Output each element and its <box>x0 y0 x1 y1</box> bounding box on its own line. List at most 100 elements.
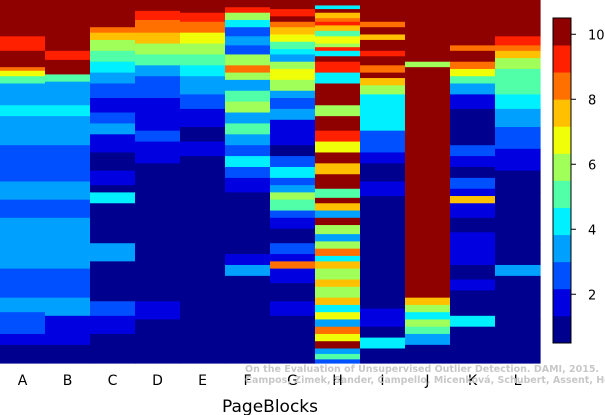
heatmap-cell <box>495 243 541 266</box>
colorbar-tick-labels: 2 4 6 8 10 <box>571 28 605 303</box>
heatmap-cell <box>0 56 46 68</box>
heatmap-cell <box>270 337 316 364</box>
heatmap-cell <box>90 315 136 335</box>
heatmap-cell <box>315 61 361 74</box>
heatmap-cell <box>450 341 496 364</box>
heatmap-cell <box>0 159 46 168</box>
heatmap-cell <box>45 59 91 66</box>
heatmap-cell <box>315 304 361 313</box>
heatmap-cell <box>495 68 541 81</box>
heatmap-cell <box>450 68 496 77</box>
heatmap-cell <box>405 355 451 364</box>
heatmap-cell <box>315 341 361 350</box>
x-tick-label: J <box>424 373 429 389</box>
colorbar-tick-label: 6 <box>588 158 596 173</box>
heatmap-cell <box>270 228 316 244</box>
heatmap-cell <box>405 0 451 63</box>
heatmap-cell <box>0 36 46 52</box>
heatmap-cell <box>315 130 361 143</box>
heatmap-cell <box>450 326 496 342</box>
heatmap-cell <box>270 254 316 262</box>
heatmap-cell <box>270 130 316 146</box>
heatmap-cell <box>0 239 46 270</box>
heatmap-column-i <box>360 0 406 364</box>
heatmap-cell <box>225 145 271 157</box>
heatmap-cell <box>270 79 316 92</box>
heatmap-cell <box>450 108 496 128</box>
heatmap-cell <box>0 105 46 117</box>
heatmap-cell <box>360 326 406 339</box>
heatmap-cell <box>0 145 46 161</box>
heatmap-cell <box>270 108 316 121</box>
heatmap-column-l <box>495 0 541 364</box>
heatmap-cell <box>225 79 271 92</box>
heatmap-cell <box>45 333 91 346</box>
heatmap-cell <box>360 152 406 164</box>
heatmap-cell <box>135 98 181 110</box>
heatmap-cell <box>180 0 226 14</box>
heatmap-cell <box>405 304 451 313</box>
heatmap-cell <box>135 54 181 66</box>
heatmap-cell <box>225 19 271 28</box>
x-tick-label: E <box>198 373 207 389</box>
heatmap-cell <box>450 217 496 233</box>
heatmap-cell <box>180 250 226 284</box>
heatmap-cell <box>90 112 136 125</box>
citation-watermark-line2: Campos, Zimek, Sander, Campello, Micenko… <box>245 375 605 386</box>
heatmap-cell <box>360 308 406 328</box>
heatmap-cell <box>405 254 451 299</box>
heatmap-cell <box>90 152 136 172</box>
heatmap-cell <box>180 127 226 143</box>
heatmap-cell <box>360 50 406 57</box>
heatmap-cell <box>225 214 271 237</box>
heatmap-cell <box>450 50 496 57</box>
heatmap-cell <box>135 141 181 164</box>
heatmap-cell <box>495 45 541 52</box>
heatmap-cell <box>135 301 181 321</box>
heatmap-cell <box>90 348 136 364</box>
heatmap-cell <box>360 65 406 74</box>
heatmap-cell <box>270 268 316 284</box>
heatmap-cell <box>315 286 361 299</box>
heatmap-cell <box>270 301 316 317</box>
colorbar-tick-label: 8 <box>588 93 596 108</box>
heatmap-cell <box>450 188 496 197</box>
colorbar-swatch <box>553 99 571 127</box>
heatmap-cell <box>315 279 361 288</box>
heatmap-cell <box>225 304 271 328</box>
heatmap-cell <box>405 297 451 306</box>
heatmap-cell <box>45 65 91 76</box>
heatmap-cell <box>450 156 496 168</box>
heatmap-cell <box>0 70 46 77</box>
heatmap-cell <box>360 337 406 350</box>
heatmap-cell <box>360 105 406 121</box>
heatmap-cell <box>360 141 406 154</box>
heatmap-cell <box>0 312 46 335</box>
heatmap-cell <box>90 286 136 302</box>
heatmap-cell <box>270 68 316 81</box>
heatmap-cell <box>45 355 91 364</box>
heatmap-cell <box>270 210 316 219</box>
heatmap-cell <box>180 141 226 157</box>
x-tick-label: A <box>18 373 28 389</box>
heatmap-cell <box>315 210 361 219</box>
x-tick-label: L <box>514 373 522 389</box>
heatmap-cell <box>180 283 226 313</box>
heatmap-cell <box>450 177 496 190</box>
heatmap-cell <box>270 156 316 168</box>
heatmap-cell <box>315 326 361 335</box>
heatmap-cell <box>495 94 541 110</box>
heatmap-cell <box>225 275 271 306</box>
heatmap-cell <box>315 225 361 235</box>
heatmap-cell <box>315 348 361 355</box>
heatmap-cell <box>270 177 316 186</box>
heatmap-cell <box>0 166 46 183</box>
heatmap-cell <box>315 50 361 57</box>
heatmap-cell <box>45 344 91 357</box>
plot-area <box>0 0 541 364</box>
heatmap-cell <box>315 5 361 10</box>
heatmap-cell <box>180 12 226 23</box>
x-tick-labels: A B C D E F G H I J K L <box>18 373 522 389</box>
heatmap-cell <box>270 27 316 36</box>
heatmap-cell <box>315 359 361 364</box>
